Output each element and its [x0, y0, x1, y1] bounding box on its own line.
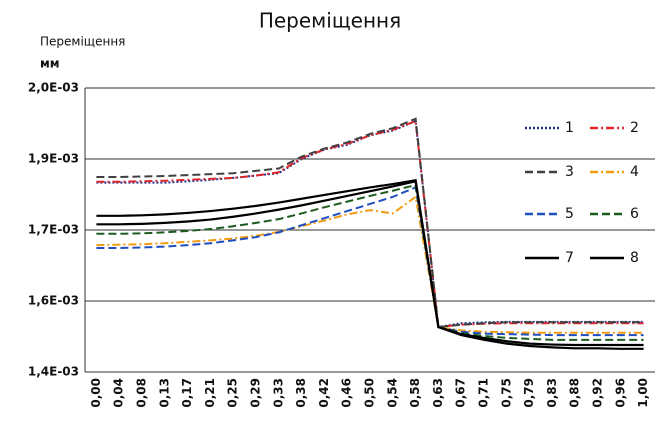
- y-tick-label: 1,9E-03: [28, 152, 79, 166]
- y-tick-label: 2,0E-03: [28, 81, 79, 95]
- chart-title: Переміщення: [259, 9, 401, 33]
- x-tick-label: 0,79: [522, 378, 536, 408]
- x-tick-label: 0,25: [226, 378, 240, 408]
- x-tick-label: 0,13: [157, 378, 171, 408]
- series-line: [96, 183, 644, 341]
- series-line: [96, 179, 644, 347]
- series-line: [96, 119, 644, 329]
- series-line: [96, 117, 644, 329]
- series-line: [96, 119, 644, 329]
- y-tick-label: 1,4E-03: [28, 365, 79, 379]
- x-tick-label: 0,46: [340, 378, 354, 408]
- legend-label: 6: [630, 206, 639, 222]
- x-tick-label: 0,96: [613, 378, 627, 408]
- x-tick-label: 0,54: [385, 378, 399, 408]
- x-tick-label: 0,38: [294, 378, 308, 408]
- x-tick-label: 0,83: [545, 378, 559, 408]
- x-tick-label: 0,08: [135, 378, 149, 408]
- x-tick-label: 0,63: [431, 378, 445, 408]
- x-tick-label: 0,21: [203, 378, 217, 408]
- x-tick-label: 0,50: [363, 378, 377, 408]
- x-tick-label: 0,42: [317, 378, 331, 408]
- x-tick-label: 0,29: [249, 378, 263, 408]
- x-tick-label: 0,17: [180, 378, 194, 408]
- x-tick-label: 0,04: [112, 378, 126, 408]
- legend-label: 2: [630, 120, 639, 136]
- legend-label: 8: [630, 250, 639, 266]
- x-tick-label: 0,00: [89, 378, 103, 408]
- y-tick-label: 1,7E-03: [28, 223, 79, 237]
- x-tick-label: 1,00: [636, 378, 650, 408]
- x-tick-label: 0,58: [408, 378, 422, 408]
- legend-label: 3: [565, 164, 574, 180]
- x-tick-label: 0,88: [568, 378, 582, 408]
- legend-label: 7: [565, 250, 574, 266]
- legend-label: 1: [565, 120, 574, 136]
- legend-label: 4: [630, 164, 639, 180]
- x-tick-label: 0,33: [271, 378, 285, 408]
- y-axis-unit: мм: [40, 57, 60, 71]
- y-axis-label: Переміщення: [40, 35, 125, 49]
- x-tick-label: 0,67: [454, 378, 468, 408]
- x-tick-label: 0,75: [499, 378, 513, 408]
- legend-label: 5: [565, 206, 574, 222]
- series-line: [96, 185, 644, 337]
- y-tick-label: 1,6E-03: [28, 294, 79, 308]
- series-line: [96, 179, 644, 350]
- x-tick-label: 0,92: [591, 378, 605, 408]
- x-tick-label: 0,71: [477, 378, 491, 408]
- series-line: [96, 195, 644, 334]
